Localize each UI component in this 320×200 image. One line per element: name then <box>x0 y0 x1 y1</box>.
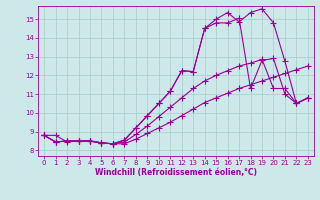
X-axis label: Windchill (Refroidissement éolien,°C): Windchill (Refroidissement éolien,°C) <box>95 168 257 177</box>
